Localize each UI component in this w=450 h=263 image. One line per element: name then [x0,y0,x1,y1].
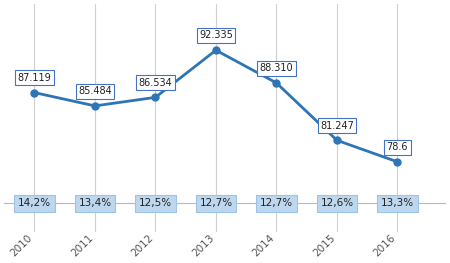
Text: 13,3%: 13,3% [381,198,414,208]
Text: 12,5%: 12,5% [139,198,172,208]
Text: 13,4%: 13,4% [78,198,112,208]
Text: 92.335: 92.335 [199,31,233,41]
Text: 85.484: 85.484 [78,86,112,96]
Text: 78.6: 78.6 [387,142,408,152]
Text: 88.310: 88.310 [260,63,293,73]
Text: 12,6%: 12,6% [320,198,354,208]
Text: 87.119: 87.119 [18,73,51,83]
Text: 12,7%: 12,7% [260,198,293,208]
Text: 86.534: 86.534 [139,78,172,88]
Text: 14,2%: 14,2% [18,198,51,208]
Text: 81.247: 81.247 [320,120,354,130]
Text: 12,7%: 12,7% [199,198,233,208]
